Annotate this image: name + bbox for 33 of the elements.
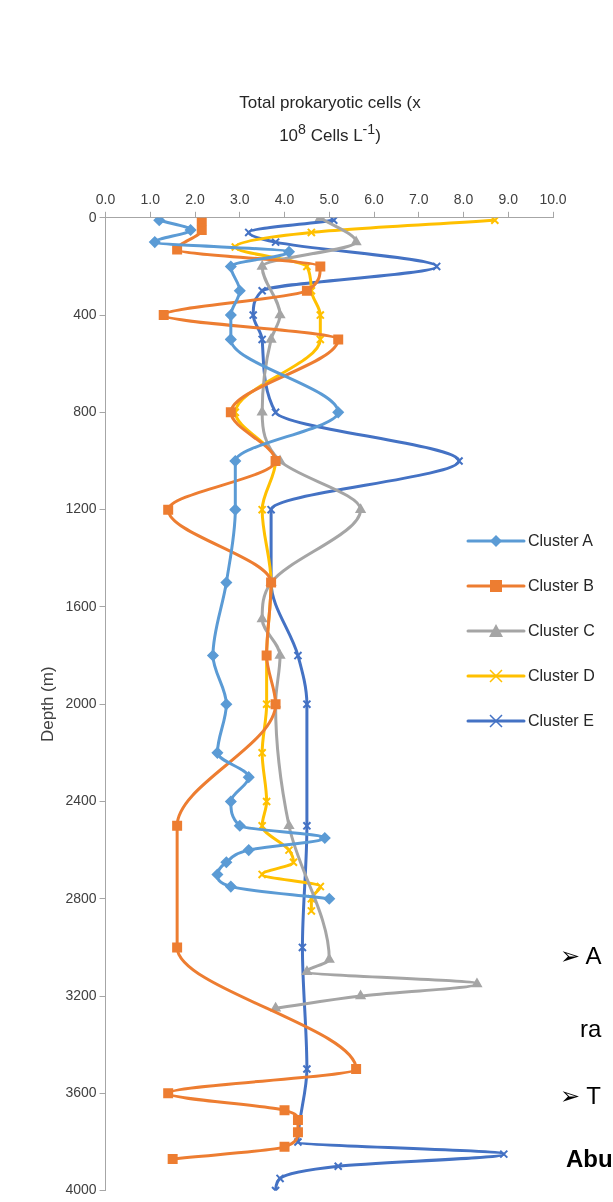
y-tick-label: 2000 bbox=[65, 695, 97, 712]
x-tick-label: 9.0 bbox=[498, 191, 519, 208]
x-tick-label: 1.0 bbox=[140, 191, 161, 208]
text: Abu bbox=[566, 1145, 613, 1173]
text: ➢ T bbox=[560, 1082, 602, 1110]
legend-label: Cluster C bbox=[528, 621, 595, 640]
legend-label: Cluster D bbox=[528, 666, 595, 685]
legend-label: Cluster B bbox=[528, 576, 594, 595]
y-tick-label: 1200 bbox=[65, 500, 97, 517]
x-tick-label: 10.0 bbox=[539, 191, 567, 208]
legend-label: Cluster A bbox=[528, 531, 593, 550]
y-axis-title: Depth (m) bbox=[37, 666, 57, 742]
legend-label: Cluster E bbox=[528, 711, 594, 730]
x-tick-label: 4.0 bbox=[274, 191, 295, 208]
x-axis-title: Total prokaryotic cells (x 10$^{8}$ Cells L$^{-1}$) bbox=[238, 92, 422, 147]
x-tick-label: 3.0 bbox=[230, 191, 250, 208]
y-tick-label: 3200 bbox=[65, 986, 97, 1003]
y-tick-label: 2800 bbox=[65, 889, 97, 906]
x-tick-label: 5.0 bbox=[319, 191, 340, 208]
y-tick-label: 1600 bbox=[65, 597, 97, 614]
x-tick-label: 0.0 bbox=[95, 191, 116, 208]
x-tick-label: 8.0 bbox=[453, 191, 474, 208]
text: ➢ A bbox=[560, 942, 602, 970]
y-tick-label: 0 bbox=[88, 208, 97, 225]
x-tick-label: 7.0 bbox=[409, 191, 429, 208]
x-tick-label: 2.0 bbox=[185, 191, 205, 208]
x-tick-label: 6.0 bbox=[364, 191, 384, 208]
y-tick-label: 400 bbox=[73, 305, 97, 322]
y-tick-label: 2400 bbox=[65, 792, 97, 809]
y-tick-label: 800 bbox=[73, 403, 97, 420]
text: ra bbox=[580, 1015, 602, 1043]
y-tick-label: 3600 bbox=[65, 1084, 97, 1101]
y-tick-label: 4000 bbox=[65, 1181, 97, 1198]
